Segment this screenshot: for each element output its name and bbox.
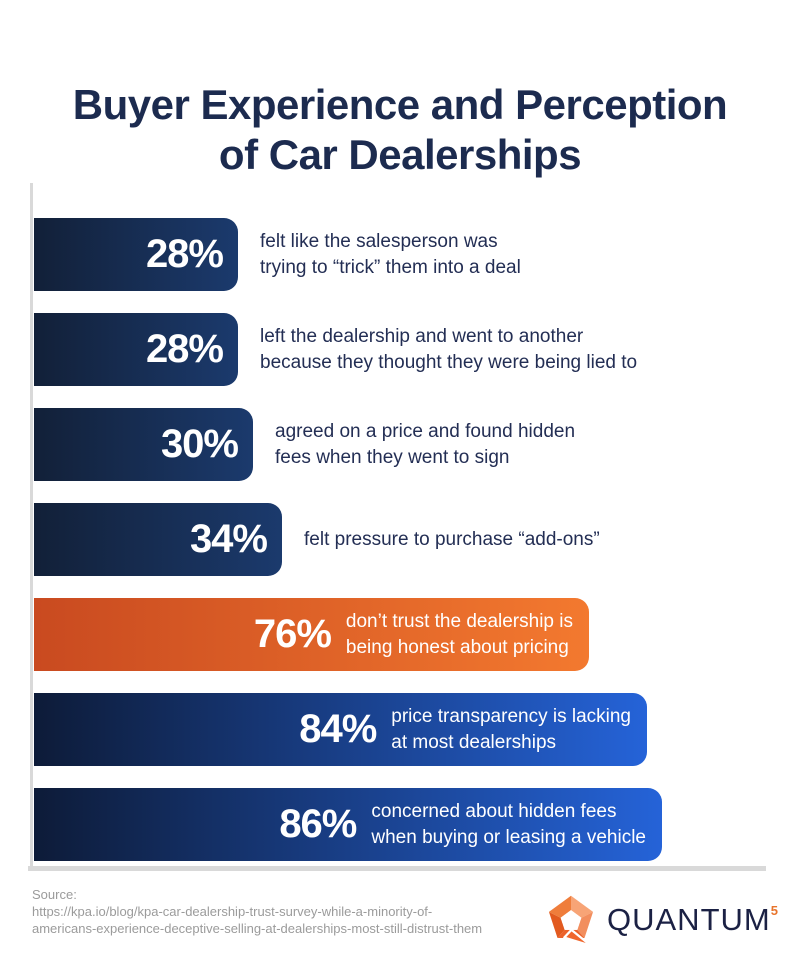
bar-description: concerned about hidden fees when buying … xyxy=(371,800,646,848)
bar-description: price transparency is lacking at most de… xyxy=(391,705,631,753)
bar-value-label: 28% xyxy=(145,232,224,276)
brand-wordmark: QUANTUM 5 xyxy=(607,902,778,938)
source-block: Source: https://kpa.io/blog/kpa-car-deal… xyxy=(32,886,482,937)
bar-row-7: 86% concerned about hidden fees when buyi… xyxy=(34,788,774,861)
bar-inside-text-group: 76% don’t trust the dealership is being h… xyxy=(254,598,589,671)
page-title: Buyer Experience and Perception of Car D… xyxy=(72,81,728,179)
quantum5-logo: QUANTUM 5 xyxy=(543,893,778,947)
bar-value-label: 84% xyxy=(299,707,377,751)
bar-34%: 34% xyxy=(34,503,282,576)
bar-inside-text-group: 84% price transparency is lacking at most… xyxy=(299,693,647,766)
bar-row-3: 30% agreed on a price and found hidden fe… xyxy=(34,408,774,481)
x-axis-line xyxy=(28,866,766,871)
bar-28%: 28% xyxy=(34,218,238,291)
bar-inside-text-group: 86% concerned about hidden fees when buyi… xyxy=(279,788,662,861)
bar-86%: 86% concerned about hidden fees when buyi… xyxy=(34,788,662,861)
bar-description: don’t trust the dealership is being hone… xyxy=(345,610,573,658)
brand-text: QUANTUM xyxy=(607,902,771,937)
y-axis-line xyxy=(30,183,33,871)
source-url-line-2: americans-experience-deceptive-selling-a… xyxy=(32,921,483,936)
bar-description: felt pressure to purchase “add-ons” xyxy=(304,528,600,550)
bar-84%: 84% price transparency is lacking at most… xyxy=(34,693,647,766)
bar-28%: 28% xyxy=(34,313,238,386)
source-url-line-1: https://kpa.io/blog/kpa-car-dealership-t… xyxy=(32,904,433,919)
bar-description: agreed on a price and found hidden fees … xyxy=(275,420,576,468)
bar-row-2: 28% left the dealership and went to anoth… xyxy=(34,313,774,386)
bar-value-label: 28% xyxy=(145,327,224,371)
bar-row-6: 84% price transparency is lacking at most… xyxy=(34,693,774,766)
bar-value-label: 86% xyxy=(279,802,357,846)
bar-description: left the dealership and went to another … xyxy=(260,325,638,373)
bar-value-label: 76% xyxy=(253,612,332,656)
source-label: Source: xyxy=(32,887,77,902)
bar-value-label: 34% xyxy=(189,517,268,561)
bar-row-5: 76% don’t trust the dealership is being h… xyxy=(34,598,774,671)
brand-superscript: 5 xyxy=(770,903,778,918)
bar-row-4: 34% felt pressure to purchase “add-ons” xyxy=(34,503,774,576)
bar-30%: 30% xyxy=(34,408,253,481)
bar-76%: 76% don’t trust the dealership is being h… xyxy=(34,598,589,671)
pentagon-q-icon xyxy=(548,895,594,947)
bar-description: felt like the salesperson was trying to … xyxy=(260,230,521,278)
bar-value-label: 30% xyxy=(160,422,239,466)
bar-row-1: 28% felt like the salesperson was trying … xyxy=(34,218,774,291)
